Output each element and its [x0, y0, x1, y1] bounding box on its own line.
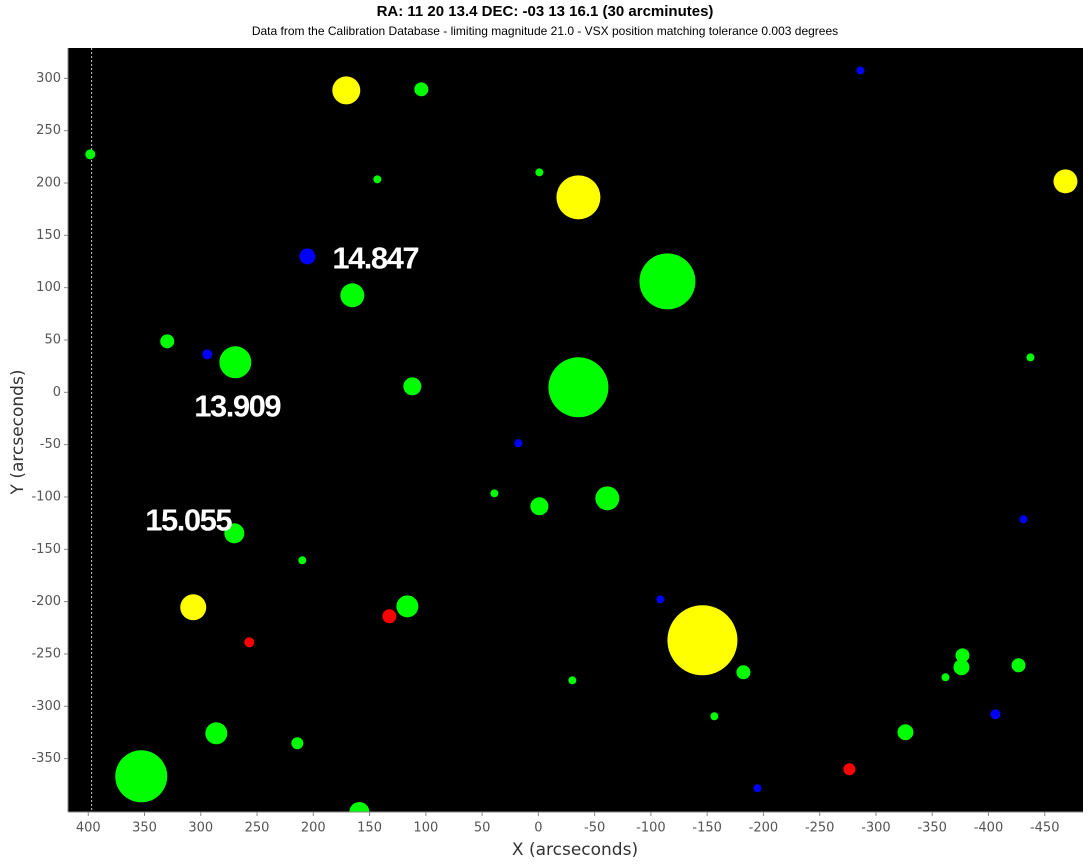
x-tick-label: 400 [76, 821, 101, 836]
plot-area [68, 48, 1083, 812]
star [1019, 515, 1028, 524]
annotation: 13.909 [194, 389, 281, 424]
star [656, 595, 665, 604]
star [1053, 169, 1078, 194]
star [490, 489, 499, 498]
x-tick-label: -300 [861, 821, 891, 836]
star [955, 648, 970, 663]
star [953, 659, 970, 676]
star [595, 486, 620, 511]
x-tick-label: 0 [534, 821, 542, 836]
star [530, 497, 549, 516]
star [299, 248, 316, 265]
x-tick-label: -400 [974, 821, 1004, 836]
star [349, 802, 370, 812]
x-tick-label: -150 [692, 821, 722, 836]
y-tick-label: -250 [31, 646, 61, 661]
star [843, 763, 856, 776]
star [1011, 658, 1026, 673]
star [180, 594, 207, 621]
x-tick-label: -100 [636, 821, 666, 836]
x-tick-label: 300 [188, 821, 213, 836]
star [414, 82, 429, 97]
x-tick-label: -250 [805, 821, 835, 836]
y-tick-label: -200 [31, 594, 61, 609]
x-tick-label: -200 [749, 821, 779, 836]
x-tick-label: 350 [132, 821, 157, 836]
y-tick-label: 300 [36, 71, 61, 86]
y-axis-label: Y (arcseconds) [8, 370, 28, 496]
star [219, 346, 252, 379]
x-tick-label: 150 [357, 821, 382, 836]
x-axis-label: X (arcseconds) [512, 840, 638, 860]
y-tick-label: 150 [36, 228, 61, 243]
x-tick-label: -50 [584, 821, 605, 836]
star [291, 737, 304, 750]
star [639, 253, 696, 310]
star [514, 439, 523, 448]
x-tick-label: 50 [474, 821, 491, 836]
star [298, 556, 307, 565]
star [1026, 353, 1035, 362]
annotation: 15.055 [145, 502, 232, 537]
y-tick-label: -300 [31, 699, 61, 714]
star [856, 66, 865, 75]
star [710, 712, 719, 721]
star [556, 175, 601, 220]
star [382, 609, 397, 624]
plot: 14.847 13.909 15.055 [85, 48, 1078, 812]
star [244, 637, 255, 648]
x-tick-label: 200 [301, 821, 326, 836]
x-tick-label: 250 [245, 821, 270, 836]
star [941, 673, 950, 682]
y-tick-label: -150 [31, 542, 61, 557]
star [667, 605, 738, 676]
x-tick-label: -350 [917, 821, 947, 836]
star [736, 665, 751, 680]
chart-title: RA: 11 20 13.4 DEC: -03 13 16.1 (30 arcm… [377, 3, 714, 20]
star [202, 349, 213, 360]
y-tick-label: 0 [53, 385, 61, 400]
star [205, 722, 228, 745]
star [568, 676, 577, 685]
star [403, 377, 422, 396]
star [535, 168, 544, 177]
star [224, 523, 245, 544]
y-tick-label: -100 [31, 489, 61, 504]
x-tick-label: -450 [1030, 821, 1060, 836]
star [753, 784, 762, 793]
star [160, 334, 175, 349]
annotation: 14.847 [332, 241, 418, 276]
y-tick-label: -50 [40, 437, 61, 452]
y-tick-label: 250 [36, 123, 61, 138]
x-tick-label: 100 [413, 821, 438, 836]
chart-subtitle: Data from the Calibration Database - lim… [252, 24, 838, 38]
y-tick-label: -350 [31, 751, 61, 766]
y-tick-label: 100 [36, 280, 61, 295]
star [340, 283, 365, 308]
star [897, 724, 914, 741]
star [332, 76, 361, 105]
star [115, 750, 168, 803]
y-tick-label: 200 [36, 176, 61, 191]
star [990, 709, 1001, 720]
star [548, 357, 609, 418]
y-tick-label: 50 [44, 332, 61, 347]
star [396, 595, 419, 618]
star [85, 149, 96, 160]
star [373, 175, 382, 184]
